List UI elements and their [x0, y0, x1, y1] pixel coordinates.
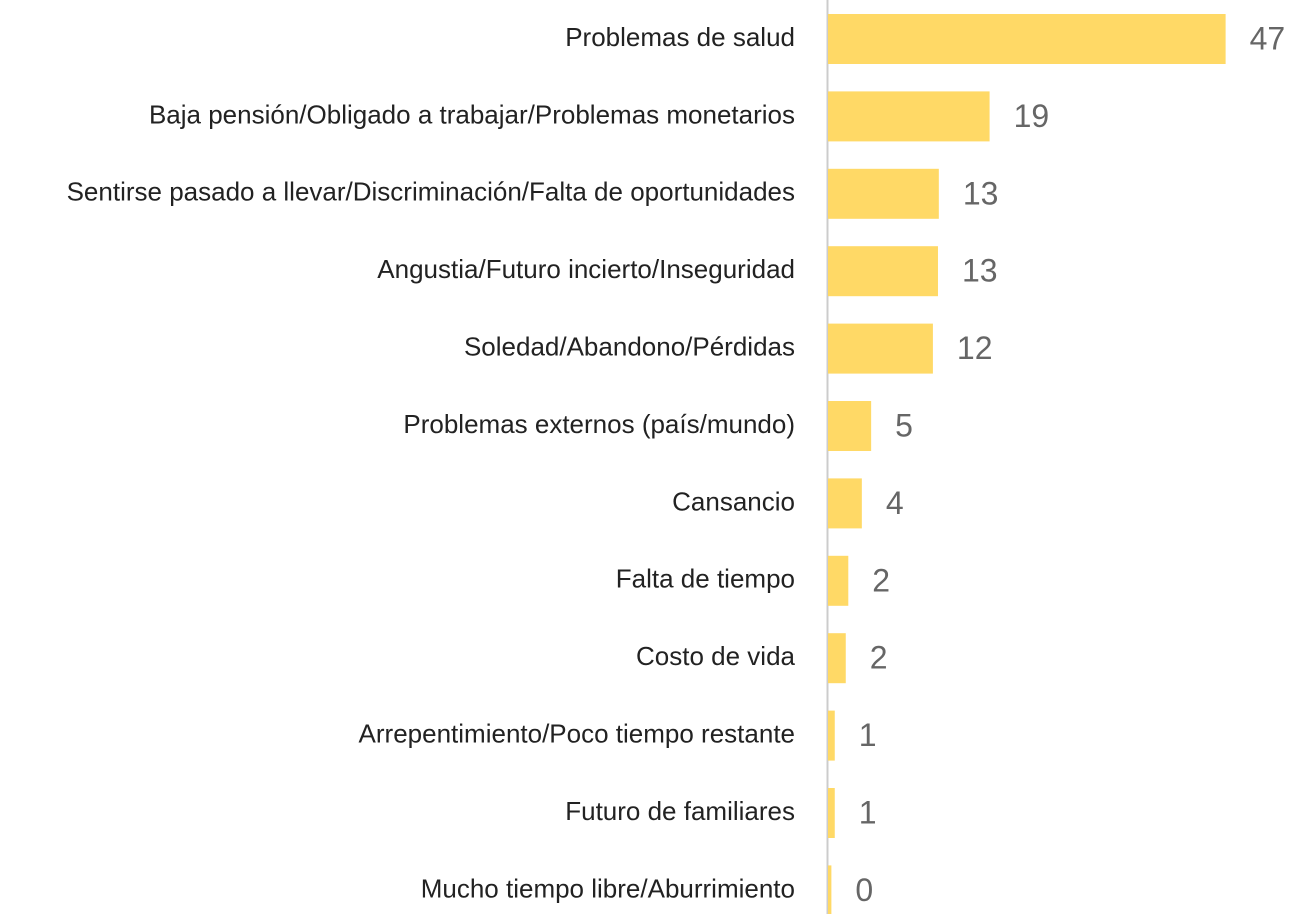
category-label: Mucho tiempo libre/Aburrimiento — [421, 873, 795, 903]
bar — [828, 401, 872, 451]
value-label: 5 — [895, 407, 913, 443]
bar — [828, 633, 846, 684]
value-label: 13 — [962, 253, 998, 289]
bar — [828, 555, 849, 606]
category-label: Falta de tiempo — [616, 564, 795, 594]
bar — [828, 788, 835, 838]
category-label: Futuro de familiares — [565, 796, 795, 826]
category-label: Soledad/Abandono/Pérdidas — [464, 331, 795, 361]
bar — [828, 14, 1226, 64]
value-label: 4 — [886, 485, 904, 521]
category-label: Angustia/Futuro incierto/Inseguridad — [377, 254, 795, 284]
value-label: 12 — [957, 330, 993, 366]
value-label: 0 — [855, 872, 873, 908]
bar — [828, 865, 832, 914]
category-label: Problemas de salud — [565, 22, 795, 52]
bar — [828, 478, 862, 529]
category-label: Cansancio — [672, 486, 795, 516]
category-label: Sentirse pasado a llevar/Discriminación/… — [67, 177, 795, 207]
category-label: Costo de vida — [636, 641, 796, 671]
bar — [828, 246, 938, 297]
value-label: 1 — [859, 717, 877, 753]
value-label: 19 — [1014, 98, 1050, 134]
bar — [828, 91, 990, 142]
value-label: 1 — [859, 794, 877, 830]
value-label: 2 — [872, 562, 890, 598]
category-label: Arrepentimiento/Poco tiempo restante — [359, 718, 795, 748]
category-label: Baja pensión/Obligado a trabajar/Problem… — [149, 99, 795, 129]
value-label: 2 — [870, 640, 888, 676]
value-label: 47 — [1250, 20, 1286, 56]
category-label: Problemas externos (país/mundo) — [403, 409, 795, 439]
value-label: 13 — [963, 175, 999, 211]
bar — [828, 323, 933, 374]
bar — [828, 168, 939, 219]
bar — [828, 710, 835, 761]
